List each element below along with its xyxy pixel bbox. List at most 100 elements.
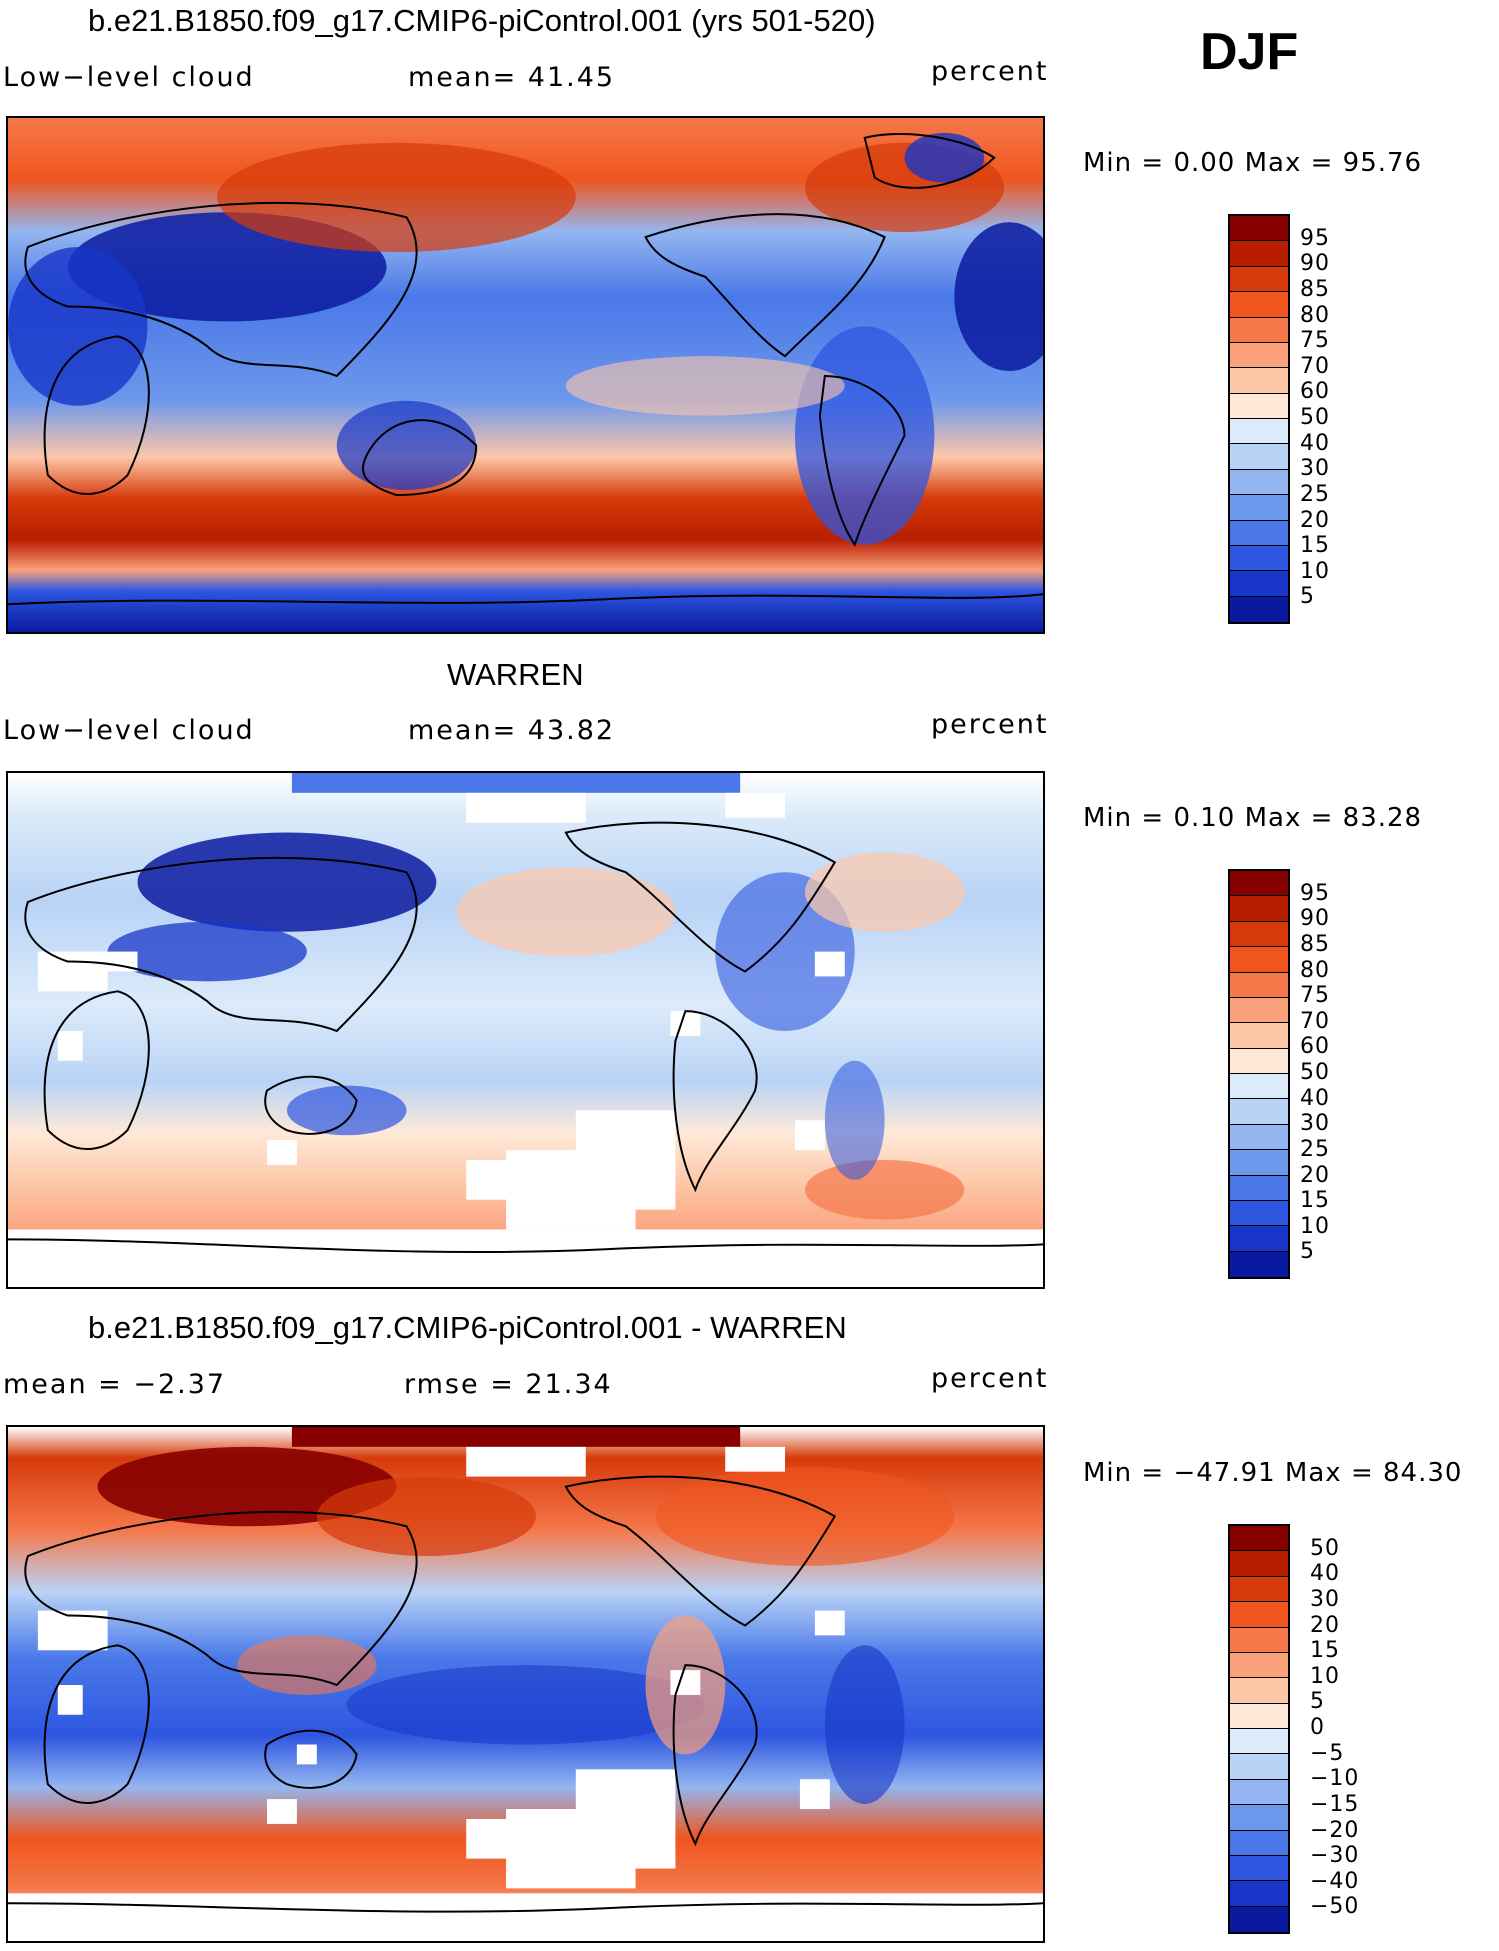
colorbar-tick-label: 95	[1300, 225, 1330, 251]
colorbar-tick-label: 50	[1300, 405, 1330, 430]
colorbar-tick-label: 50	[1310, 1535, 1340, 1561]
colorbar-swatch	[1230, 1881, 1288, 1907]
colorbar-swatch	[1230, 368, 1288, 394]
colorbar-swatch	[1230, 266, 1288, 293]
colorbar-tick-label: 0	[1310, 1715, 1325, 1740]
colorbar-tick-label: 75	[1300, 983, 1330, 1009]
panel3-title: b.e21.B1850.f09_g17.CMIP6-piControl.001 …	[88, 1310, 847, 1345]
season-label: DJF	[1200, 23, 1299, 81]
colorbar-swatch	[1230, 1124, 1288, 1151]
colorbar-tick-label: −5	[1310, 1740, 1345, 1766]
colorbar-swatch	[1230, 1251, 1288, 1277]
colorbar-tick-label: 30	[1300, 456, 1330, 482]
colorbar-swatch	[1230, 1729, 1288, 1755]
colorbar-swatch	[1230, 896, 1288, 922]
colorbar-swatch	[1230, 1830, 1288, 1856]
colorbar-tick-label: 10	[1300, 558, 1330, 584]
colorbar-swatch	[1230, 469, 1288, 496]
colorbar-tick-label: 40	[1300, 430, 1330, 456]
colorbar-tick-label: −30	[1310, 1843, 1360, 1869]
colorbar-tick-label: 25	[1300, 1136, 1330, 1162]
colorbar-tick-label: 30	[1300, 1111, 1330, 1137]
colorbar-tick-label: 20	[1310, 1612, 1340, 1638]
panel3-map	[6, 1425, 1045, 1943]
colorbar-swatch	[1230, 216, 1288, 242]
colorbar-swatch	[1230, 997, 1288, 1024]
colorbar-swatch	[1230, 292, 1288, 318]
panel3-rmse-label: rmse = 21.34	[404, 1369, 613, 1400]
colorbar-tick-label: 20	[1300, 1162, 1330, 1188]
panel1-map	[6, 116, 1045, 634]
colorbar-tick-label: 15	[1300, 1188, 1330, 1214]
colorbar-swatch	[1230, 1226, 1288, 1252]
colorbar-tick-label: 95	[1300, 880, 1330, 906]
panel2-map	[6, 771, 1045, 1289]
colorbar-swatch	[1230, 520, 1288, 546]
colorbar-tick-label: 90	[1300, 906, 1330, 932]
colorbar-swatch	[1230, 393, 1288, 419]
colorbar-swatch	[1230, 1023, 1288, 1049]
colorbar-tick-label: 80	[1300, 302, 1330, 328]
panel2-variable-label: Low−level cloud	[3, 715, 255, 746]
colorbar-swatch	[1230, 317, 1288, 343]
colorbar-swatch	[1230, 1779, 1288, 1806]
colorbar-tick-label: 80	[1300, 957, 1330, 983]
colorbar-swatch	[1230, 871, 1288, 897]
panel3-minmax: Min = −47.91 Max = 84.30	[1083, 1458, 1463, 1488]
panel3-units-label: percent	[931, 1363, 1049, 1394]
colorbar-tick-label: 40	[1310, 1561, 1340, 1587]
colorbar-swatch	[1230, 1754, 1288, 1780]
colorbar-tick-label: −15	[1310, 1791, 1360, 1817]
colorbar-tick-label: 10	[1310, 1663, 1340, 1689]
colorbar-tick-label: 70	[1300, 1008, 1330, 1034]
panel1-variable-label: Low−level cloud	[3, 62, 255, 93]
colorbar-tick-label: 10	[1300, 1213, 1330, 1239]
colorbar-tick-label: 15	[1300, 533, 1330, 559]
colorbar-swatch	[1230, 1526, 1288, 1552]
colorbar-swatch	[1230, 1678, 1288, 1704]
panel2-mean-label: mean= 43.82	[408, 715, 616, 746]
colorbar-tick-label: 75	[1300, 328, 1330, 354]
colorbar-tick-label: 85	[1300, 276, 1330, 302]
colorbar-tick-label: 60	[1300, 379, 1330, 405]
colorbar-swatch	[1230, 419, 1288, 445]
colorbar-tick-label: 60	[1300, 1034, 1330, 1060]
colorbar-swatch	[1230, 545, 1288, 572]
colorbar-tick-label: −20	[1310, 1817, 1360, 1843]
panel1-title: b.e21.B1850.f09_g17.CMIP6-piControl.001 …	[88, 3, 876, 38]
colorbar-tick-label: 90	[1300, 251, 1330, 277]
panel3-mean-label: mean = −2.37	[3, 1369, 227, 1400]
panel2-minmax: Min = 0.10 Max = 83.28	[1083, 803, 1423, 833]
colorbar-swatch	[1230, 495, 1288, 521]
colorbar-swatch	[1230, 1602, 1288, 1628]
colorbar-tick-label: −10	[1310, 1766, 1360, 1792]
colorbar-tick-label: 5	[1300, 584, 1315, 610]
colorbar-swatch	[1230, 1906, 1288, 1932]
colorbar-tick-label: 30	[1310, 1586, 1340, 1612]
colorbar-swatch	[1230, 1652, 1288, 1679]
colorbar-swatch	[1230, 1576, 1288, 1603]
colorbar-swatch	[1230, 342, 1288, 369]
colorbar-tick-label: 70	[1300, 353, 1330, 379]
colorbar-swatch	[1230, 972, 1288, 998]
colorbar-tick-label: 50	[1300, 1060, 1330, 1085]
colorbar-tick-label: 5	[1300, 1239, 1315, 1265]
colorbar-swatch	[1230, 921, 1288, 948]
colorbar-tick-label: 20	[1300, 507, 1330, 533]
colorbar-tick-label: 40	[1300, 1085, 1330, 1111]
colorbar-tick-label: 5	[1310, 1689, 1325, 1715]
panel3-colorbar	[1228, 1524, 1290, 1934]
panel1-mean-label: mean= 41.45	[408, 62, 616, 93]
colorbar-swatch	[1230, 1074, 1288, 1100]
colorbar-swatch	[1230, 596, 1288, 622]
panel2-colorbar	[1228, 869, 1290, 1279]
colorbar-tick-label: 85	[1300, 931, 1330, 957]
panel2-title: WARREN	[447, 657, 584, 692]
colorbar-swatch	[1230, 1551, 1288, 1577]
colorbar-swatch	[1230, 1048, 1288, 1074]
colorbar-tick-label: −40	[1310, 1868, 1360, 1894]
colorbar-swatch	[1230, 1703, 1288, 1729]
colorbar-tick-label: 25	[1300, 481, 1330, 507]
panel1-units-label: percent	[931, 56, 1049, 87]
colorbar-swatch	[1230, 1175, 1288, 1201]
